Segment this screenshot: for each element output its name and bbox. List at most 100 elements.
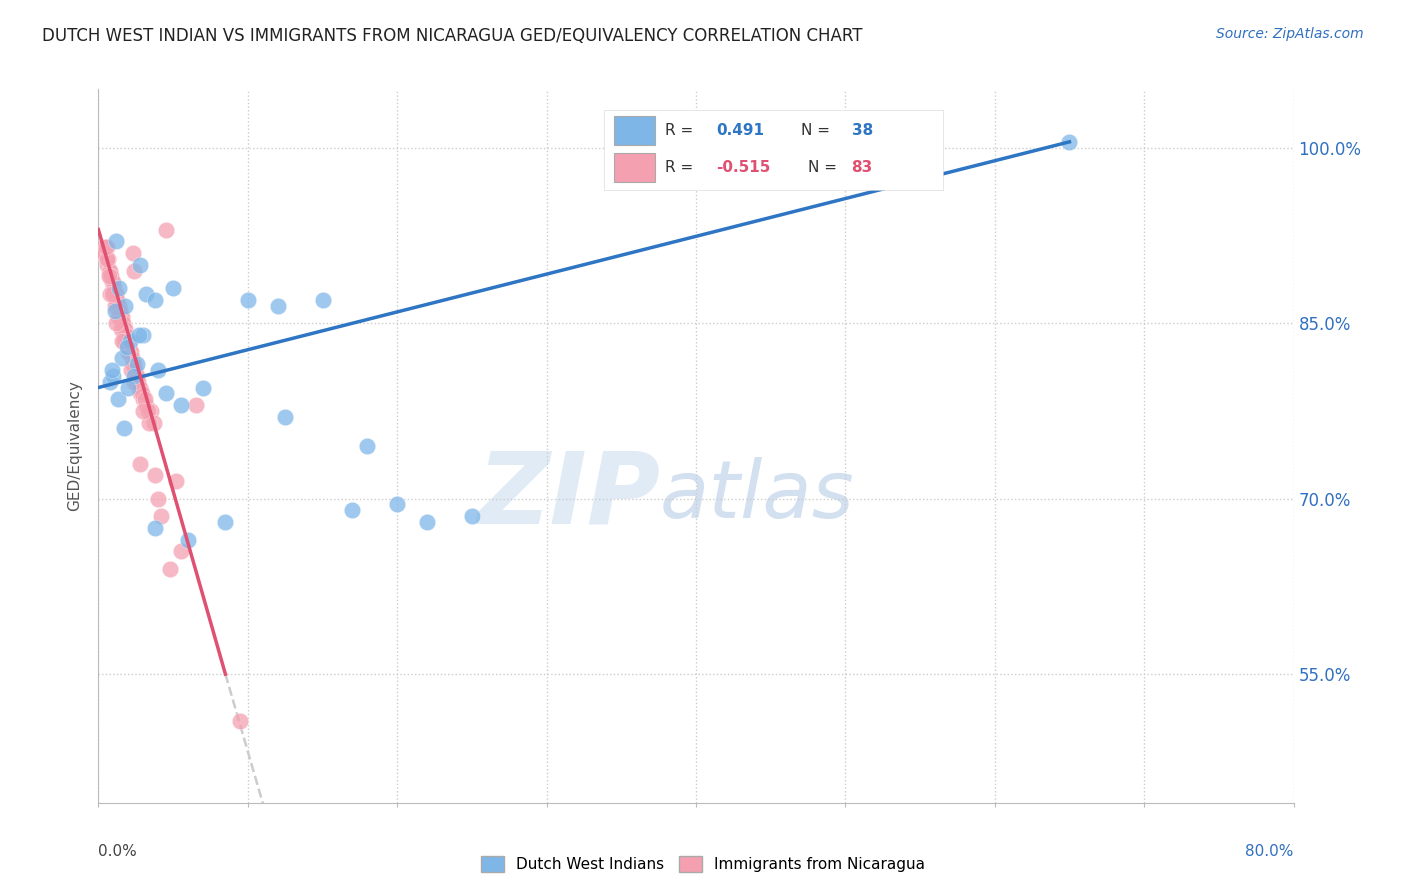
Text: atlas: atlas bbox=[661, 457, 855, 535]
Point bbox=[96, 240, 118, 254]
Point bbox=[101, 275, 124, 289]
Point bbox=[101, 363, 124, 377]
Text: 0.491: 0.491 bbox=[716, 123, 763, 138]
Point bbox=[135, 287, 157, 301]
Point bbox=[142, 416, 165, 430]
Point bbox=[134, 392, 156, 407]
Point bbox=[1059, 135, 1081, 149]
Point bbox=[94, 252, 117, 266]
Point bbox=[148, 491, 170, 506]
Point bbox=[165, 474, 187, 488]
Point bbox=[129, 457, 152, 471]
Point bbox=[100, 375, 122, 389]
Point bbox=[94, 240, 117, 254]
Point bbox=[416, 515, 439, 529]
Point bbox=[112, 334, 135, 348]
Point bbox=[121, 357, 143, 371]
Point bbox=[108, 281, 131, 295]
Point bbox=[103, 368, 125, 383]
Point bbox=[117, 345, 139, 359]
Point bbox=[107, 299, 129, 313]
Point bbox=[115, 334, 138, 348]
Point bbox=[93, 246, 115, 260]
Point bbox=[105, 293, 128, 307]
Point bbox=[110, 310, 132, 325]
Point bbox=[91, 240, 114, 254]
Point bbox=[101, 275, 124, 289]
Point bbox=[127, 357, 149, 371]
Text: R =: R = bbox=[665, 160, 699, 175]
Point bbox=[115, 327, 138, 342]
Y-axis label: GED/Equivalency: GED/Equivalency bbox=[67, 381, 83, 511]
Point bbox=[128, 327, 150, 342]
FancyBboxPatch shape bbox=[614, 116, 655, 145]
Point bbox=[143, 293, 166, 307]
Point bbox=[155, 222, 177, 236]
Point bbox=[356, 439, 378, 453]
Point bbox=[96, 258, 118, 272]
Point bbox=[125, 368, 148, 383]
Text: 83: 83 bbox=[852, 160, 873, 175]
Point bbox=[110, 310, 132, 325]
Point bbox=[129, 386, 152, 401]
Point bbox=[112, 421, 135, 435]
Point bbox=[124, 363, 146, 377]
Point bbox=[104, 287, 127, 301]
Point bbox=[105, 234, 128, 248]
Point bbox=[128, 380, 150, 394]
Text: N =: N = bbox=[801, 123, 835, 138]
Point bbox=[103, 281, 125, 295]
Point bbox=[97, 252, 120, 266]
Point bbox=[128, 380, 150, 394]
Point bbox=[274, 409, 297, 424]
Point bbox=[112, 316, 135, 330]
FancyBboxPatch shape bbox=[614, 153, 655, 182]
Point bbox=[117, 380, 139, 394]
Point bbox=[98, 263, 121, 277]
Point bbox=[114, 322, 136, 336]
Point bbox=[148, 363, 170, 377]
Point bbox=[115, 340, 138, 354]
Point bbox=[93, 246, 115, 260]
Point bbox=[169, 544, 191, 558]
Text: 0.0%: 0.0% bbox=[98, 844, 138, 859]
Point bbox=[100, 287, 122, 301]
Point bbox=[132, 327, 155, 342]
Point bbox=[104, 304, 127, 318]
Point bbox=[105, 293, 128, 307]
Point bbox=[139, 404, 162, 418]
Point bbox=[267, 299, 290, 313]
Point bbox=[135, 398, 157, 412]
Point bbox=[127, 375, 149, 389]
Point bbox=[131, 386, 153, 401]
Point bbox=[104, 299, 127, 313]
Point bbox=[108, 304, 131, 318]
Text: DUTCH WEST INDIAN VS IMMIGRANTS FROM NICARAGUA GED/EQUIVALENCY CORRELATION CHART: DUTCH WEST INDIAN VS IMMIGRANTS FROM NIC… bbox=[42, 27, 863, 45]
Point bbox=[129, 258, 152, 272]
Point bbox=[461, 509, 484, 524]
Point bbox=[124, 263, 146, 277]
Point bbox=[118, 340, 141, 354]
Text: 38: 38 bbox=[852, 123, 873, 138]
Point bbox=[103, 281, 125, 295]
Point bbox=[214, 515, 236, 529]
Legend: Dutch West Indians, Immigrants from Nicaragua: Dutch West Indians, Immigrants from Nica… bbox=[472, 848, 934, 880]
Point bbox=[105, 316, 128, 330]
Point bbox=[104, 287, 127, 301]
Point bbox=[114, 299, 136, 313]
Point bbox=[117, 334, 139, 348]
Text: 80.0%: 80.0% bbox=[1246, 844, 1294, 859]
Point bbox=[107, 299, 129, 313]
Text: N =: N = bbox=[807, 160, 841, 175]
Point bbox=[122, 357, 145, 371]
Point bbox=[96, 252, 118, 266]
Point bbox=[143, 468, 166, 483]
Point bbox=[118, 334, 141, 348]
Point bbox=[132, 392, 155, 407]
Point bbox=[125, 368, 148, 383]
Point bbox=[191, 380, 214, 394]
Text: Source: ZipAtlas.com: Source: ZipAtlas.com bbox=[1216, 27, 1364, 41]
Point bbox=[155, 386, 177, 401]
Point bbox=[184, 398, 207, 412]
Point bbox=[169, 398, 191, 412]
